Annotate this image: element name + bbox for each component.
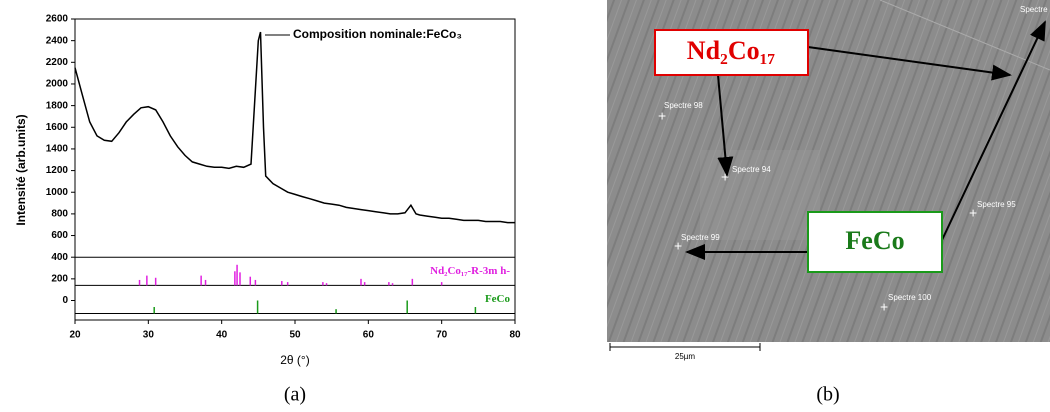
y-tick-label: 600 [51, 230, 68, 241]
label-box [807, 211, 943, 273]
spectrum-mark: + [674, 238, 682, 254]
pattern-label: Nd₂Co₁₇-R-3m h- [430, 265, 510, 277]
y-axis-label: Intensité (arb.units) [14, 114, 28, 225]
y-tick-label: 2000 [46, 79, 69, 90]
y-tick-label: 800 [51, 209, 68, 220]
y-tick-label: 0 [62, 295, 68, 306]
spectrum-mark: + [880, 299, 888, 315]
y-tick-label: 2400 [46, 35, 69, 46]
y-tick-label: 1400 [46, 144, 69, 155]
sem-region [700, 150, 820, 240]
spectra: + Spectre 98 + Spectre 94 + Spectre 99 +… [658, 5, 1048, 315]
caption: (b) [816, 384, 839, 406]
legend-label: Composition nominale:FeCo₃ [293, 27, 462, 41]
box-label: FeCo [845, 226, 904, 255]
y-tick-label: 1200 [46, 165, 69, 176]
x-tick-label: 40 [216, 330, 228, 341]
y-tick-label: 1800 [46, 100, 69, 111]
data-line [74, 31, 515, 224]
spectrum-mark: + [721, 169, 729, 185]
spectrum-label: Spectre 99 [681, 233, 720, 242]
sem-image: + Spectre 98 + Spectre 94 + Spectre 99 +… [607, 0, 1050, 361]
spectrum-label: Spectre 94 [732, 165, 771, 174]
spectrum-label: Spectre 95 [977, 200, 1016, 209]
x-tick-label: 30 [143, 330, 155, 341]
y-tick-label: 1600 [46, 122, 69, 133]
box-label: Nd₂Co₁₇ [687, 36, 776, 65]
arrow [717, 74, 734, 177]
spectrum-mark: + [658, 108, 666, 124]
arrow [941, 20, 1046, 241]
arrow [807, 46, 1012, 81]
x-tick-label: 60 [363, 330, 375, 341]
sem-crack [879, 0, 1050, 71]
label-box [654, 29, 809, 76]
x-tick-label: 70 [436, 330, 448, 341]
x-tick-label: 20 [69, 330, 81, 341]
y-tick-label: 2600 [46, 14, 69, 25]
caption: (a) [284, 384, 306, 406]
y-tick-label: 400 [51, 252, 68, 263]
x-axis-label: 2θ (°) [280, 353, 309, 367]
spectrum-label: Spectre 100 [888, 293, 932, 302]
scale-bar-label: 25µm [675, 352, 696, 361]
spectrum-label: Spectre [1020, 5, 1048, 14]
pattern-label: FeCo [485, 293, 511, 305]
y-tick-label: 1000 [46, 187, 69, 198]
spectrum-label: Spectre 98 [664, 101, 703, 110]
x-tick-label: 50 [289, 330, 301, 341]
y-tick-label: 2200 [46, 57, 69, 68]
x-tick-label: 80 [509, 330, 521, 341]
y-tick-label: 200 [51, 273, 68, 284]
spectrum-mark: + [969, 205, 977, 221]
